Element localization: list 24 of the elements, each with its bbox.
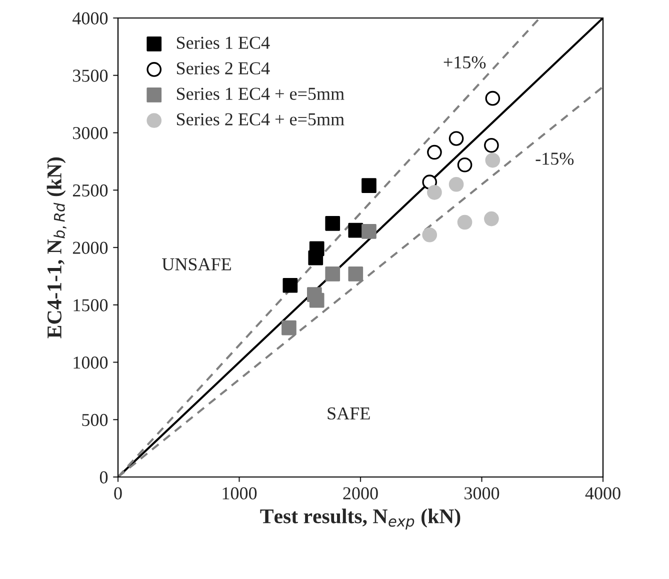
- x-tick-label: 1000: [222, 487, 257, 500]
- y-tick-label: 2000: [72, 242, 108, 254]
- annotation: -15%: [536, 152, 574, 165]
- legend-label: Series 2 EC4 + e=5mm: [176, 113, 344, 126]
- annotation: +15%: [444, 56, 486, 68]
- x-tick-label: 0: [114, 487, 122, 500]
- y-tick-label: 0: [100, 471, 108, 484]
- legend-label: Series 2 EC4: [176, 62, 270, 74]
- x-tick-label: 3000: [464, 487, 500, 500]
- y-tick-label: 500: [82, 414, 108, 426]
- x-axis-title: Test results, N$_{exp}$ (kN): [260, 508, 460, 530]
- annotation: SAFE: [328, 407, 370, 420]
- y-tick-label: 4000: [72, 12, 108, 24]
- y-tick-label: 1500: [74, 299, 108, 312]
- x-tick-label: 4000: [585, 487, 620, 500]
- legend-label: Series 1 EC4 + e=5mm: [176, 88, 344, 100]
- y-tick-label: 1000: [74, 356, 108, 369]
- y-axis-title: EC4-1-1, N$_{b,Rd}$ (kN): [46, 157, 66, 338]
- annotation: UNSAFE: [162, 258, 231, 270]
- y-tick-label: 2500: [72, 184, 108, 197]
- y-tick-label: 3000: [73, 127, 108, 140]
- x-tick-label: 2000: [343, 487, 378, 500]
- y-tick-label: 3500: [73, 70, 108, 82]
- legend-label: Series 1 EC4: [176, 36, 270, 49]
